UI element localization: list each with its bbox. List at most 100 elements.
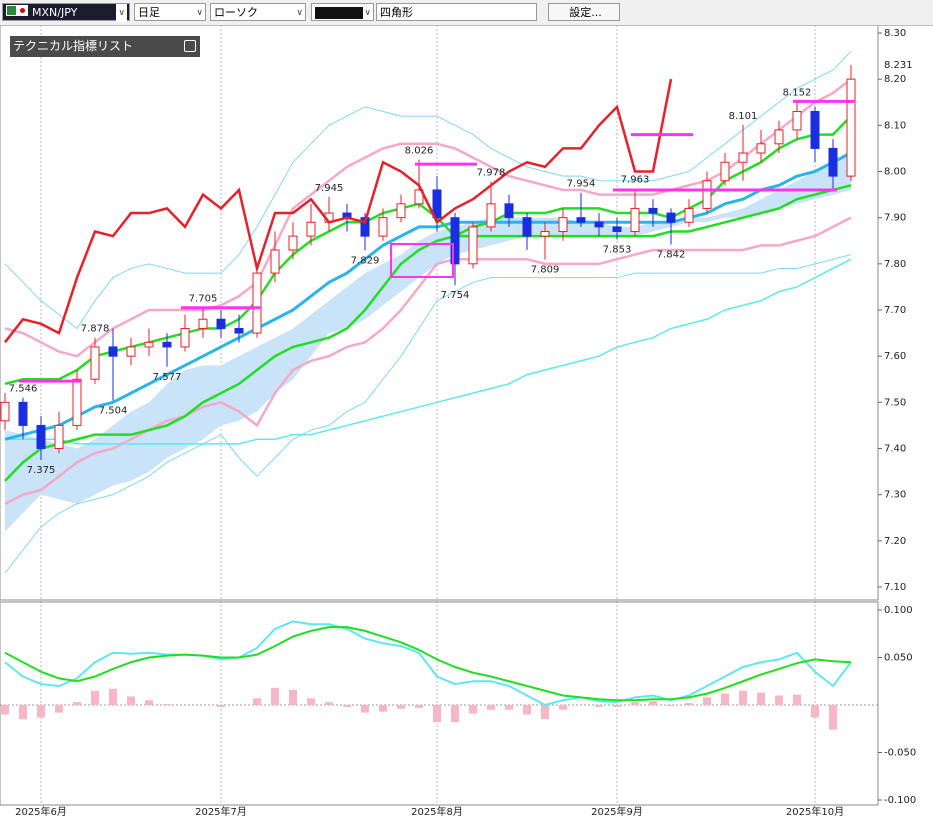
tool-select[interactable]: 四角形 — [376, 3, 537, 21]
candle-body — [432, 189, 442, 219]
candle-body — [504, 203, 514, 219]
cloud — [5, 148, 851, 532]
tool: 四角形 — [380, 6, 413, 19]
y-tick-label: 7.90 — [884, 213, 906, 224]
histogram-bar — [595, 705, 603, 707]
candle-body — [558, 217, 568, 233]
lagging-line — [4, 78, 673, 344]
histogram-bar — [703, 697, 711, 705]
histogram-bar — [505, 705, 513, 710]
chart-type-select[interactable]: ローソク ∨ — [210, 3, 306, 21]
histogram-bar — [487, 705, 495, 710]
histogram-bar — [469, 705, 477, 714]
candle-body — [18, 401, 28, 426]
settings-label: 設定... — [569, 6, 602, 19]
candle-body — [126, 346, 136, 357]
x-tick-label: 2025年7月 — [195, 805, 247, 818]
y-tick-label: 7.70 — [884, 305, 906, 316]
histogram-bar — [109, 688, 117, 705]
histogram-bar — [793, 694, 801, 705]
timeframe-select[interactable]: 日足 ∨ — [134, 3, 206, 21]
histogram-bar — [433, 705, 441, 723]
candle-body — [702, 180, 712, 209]
price-label: 7.945 — [315, 183, 344, 194]
candle-body — [414, 189, 424, 205]
candle-body — [306, 221, 316, 237]
candle-body — [450, 217, 460, 265]
indicator-line — [4, 254, 852, 574]
price-label: 7.978 — [477, 168, 506, 179]
histogram-bar — [163, 704, 171, 705]
candle-body — [828, 147, 838, 177]
settings-button[interactable]: 設定... — [548, 3, 620, 21]
candle-body — [846, 78, 856, 177]
histogram-bar — [523, 705, 531, 715]
price-label: 8.101 — [729, 111, 758, 122]
indicator-line — [4, 78, 852, 358]
y-tick-label: 7.40 — [884, 444, 906, 455]
candle-body — [756, 143, 766, 154]
indicator-line — [4, 151, 852, 441]
candle-body — [378, 217, 388, 237]
y-tick-label: 8.00 — [884, 167, 906, 178]
candle-body — [648, 207, 658, 214]
candle-body — [162, 341, 172, 348]
histogram-bar — [361, 705, 369, 713]
y-tick-label: -0.050 — [884, 748, 916, 759]
candle-body — [594, 221, 604, 228]
histogram-bar — [451, 705, 459, 723]
histogram-bar — [253, 698, 261, 705]
candle-body — [738, 152, 748, 163]
indicator-list[interactable]: テクニカル指標リスト — [10, 36, 200, 57]
histogram-bar — [127, 696, 135, 705]
indicator-list-title: テクニカル指標リスト — [13, 39, 134, 53]
indicator-line — [4, 51, 852, 330]
candle-body — [684, 207, 694, 223]
candle-body — [0, 401, 10, 422]
candle-body — [252, 272, 262, 334]
y-tick-label: 7.10 — [884, 582, 906, 593]
macd-panel — [0, 601, 879, 806]
price-label: 7.842 — [657, 249, 686, 260]
price-label: 7.853 — [603, 244, 632, 255]
candle-body — [360, 217, 370, 237]
histogram-bar — [739, 690, 747, 705]
histogram-bar — [811, 705, 819, 718]
histogram-bar — [541, 705, 549, 720]
macd-line — [4, 620, 852, 707]
indicator-line — [4, 184, 852, 482]
chart-type: ローソク — [214, 6, 258, 19]
candle-body — [270, 249, 280, 274]
histogram-bar — [325, 702, 333, 705]
price-label: 7.963 — [621, 175, 650, 186]
price-label: 8.152 — [783, 87, 812, 98]
candle-body — [108, 346, 118, 357]
candle-body — [486, 203, 496, 228]
toolbar: MXN/JPY ∨ 日足 ∨ ローソク ∨ ∨ 四角形 設定... — [0, 0, 933, 26]
candle-body — [630, 207, 640, 233]
histogram-bar — [145, 700, 153, 705]
price-label: 7.375 — [27, 465, 56, 476]
y-tick-label: 0.100 — [884, 605, 913, 616]
price-label: 7.504 — [99, 405, 128, 416]
symbol-select[interactable]: MXN/JPY ∨ — [2, 3, 130, 22]
candle-body — [72, 378, 82, 426]
histogram-bar — [757, 692, 765, 705]
price-label: 7.878 — [81, 324, 110, 335]
candle-body — [522, 217, 532, 237]
y-tick-label: 0.050 — [884, 653, 913, 664]
histogram-bar — [217, 705, 225, 707]
price-label: 8.026 — [405, 145, 434, 156]
price-label: 7.705 — [189, 294, 218, 305]
color-select[interactable]: ∨ — [311, 3, 374, 21]
candle-body — [180, 327, 190, 348]
histogram-bar — [73, 702, 81, 705]
histogram-bar — [721, 693, 729, 705]
histogram-bar — [775, 695, 783, 705]
histogram-bar — [559, 705, 567, 710]
histogram-bar — [379, 705, 387, 712]
price-label: 7.546 — [9, 384, 38, 395]
candle-body — [720, 161, 730, 182]
histogram-bar — [415, 705, 423, 708]
